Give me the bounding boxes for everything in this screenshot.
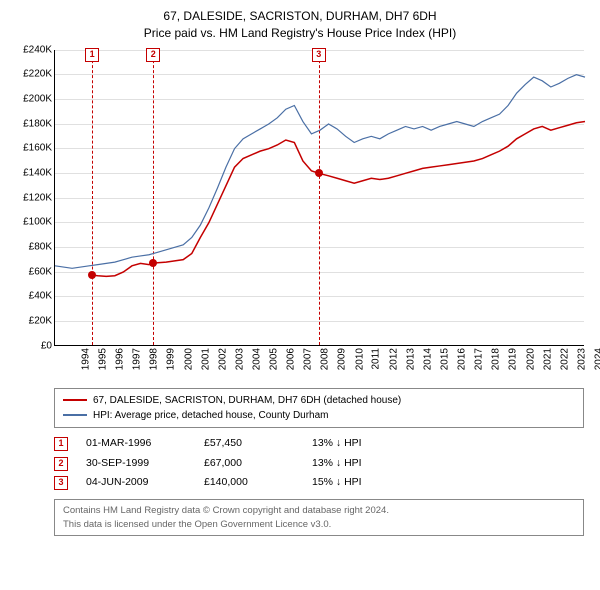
event-marker-2: 2 — [54, 457, 68, 471]
y-axis-label: £60K — [29, 266, 52, 277]
y-axis-label: £120K — [23, 192, 52, 203]
x-axis-label: 2018 — [491, 348, 502, 370]
title-address: 67, DALESIDE, SACRISTON, DURHAM, DH7 6DH — [8, 8, 592, 25]
chart-container: 67, DALESIDE, SACRISTON, DURHAM, DH7 6DH… — [0, 0, 600, 590]
x-axis-label: 2011 — [370, 348, 381, 370]
event-marker-3: 3 — [54, 476, 68, 490]
x-axis-label: 1998 — [149, 348, 160, 370]
x-axis-label: 2006 — [285, 348, 296, 370]
x-axis-label: 1999 — [166, 348, 177, 370]
legend-label-hpi: HPI: Average price, detached house, Coun… — [93, 408, 329, 423]
footer-line2: This data is licensed under the Open Gov… — [63, 518, 575, 531]
event-date: 04-JUN-2009 — [86, 473, 186, 493]
series-line-hpi — [55, 74, 585, 268]
legend: 67, DALESIDE, SACRISTON, DURHAM, DH7 6DH… — [54, 388, 584, 428]
event-marker-1: 1 — [54, 437, 68, 451]
event-price: £140,000 — [204, 473, 294, 493]
event-pct: 13% ↓ HPI — [312, 434, 402, 454]
y-axis-label: £240K — [23, 44, 52, 55]
x-axis-label: 2001 — [200, 348, 211, 370]
x-axis-label: 2024 — [593, 348, 600, 370]
x-axis-label: 2005 — [268, 348, 279, 370]
y-axis-label: £140K — [23, 167, 52, 178]
event-row-2: 2 30-SEP-1999 £67,000 13% ↓ HPI — [54, 454, 584, 474]
title-subtitle: Price paid vs. HM Land Registry's House … — [8, 25, 592, 42]
event-price: £57,450 — [204, 434, 294, 454]
y-axis-label: £220K — [23, 69, 52, 80]
x-axis-label: 2023 — [576, 348, 587, 370]
y-axis-label: £100K — [23, 217, 52, 228]
legend-item-hpi: HPI: Average price, detached house, Coun… — [63, 408, 575, 423]
footer-attribution: Contains HM Land Registry data © Crown c… — [54, 499, 584, 536]
legend-item-property: 67, DALESIDE, SACRISTON, DURHAM, DH7 6DH… — [63, 393, 575, 408]
x-axis-label: 1996 — [114, 348, 125, 370]
x-axis-label: 2012 — [388, 348, 399, 370]
x-axis-label: 2008 — [320, 348, 331, 370]
event-date: 01-MAR-1996 — [86, 434, 186, 454]
event-date: 30-SEP-1999 — [86, 454, 186, 474]
event-price: £67,000 — [204, 454, 294, 474]
event-row-1: 1 01-MAR-1996 £57,450 13% ↓ HPI — [54, 434, 584, 454]
chart-area: 123 £0 £20K £40K £60K £80K £100K £120K £140K £16… — [8, 46, 592, 386]
x-axis-label: 2009 — [337, 348, 348, 370]
y-axis-label: £40K — [29, 291, 52, 302]
x-axis-label: 1997 — [132, 348, 143, 370]
legend-swatch-hpi — [63, 414, 87, 416]
x-axis-label: 2016 — [456, 348, 467, 370]
x-axis-label: 2020 — [525, 348, 536, 370]
x-axis-label: 1994 — [80, 348, 91, 370]
x-axis-label: 2014 — [422, 348, 433, 370]
legend-swatch-property — [63, 399, 87, 401]
legend-label-property: 67, DALESIDE, SACRISTON, DURHAM, DH7 6DH… — [93, 393, 401, 408]
x-axis-label: 2003 — [234, 348, 245, 370]
x-axis-label: 2010 — [354, 348, 365, 370]
y-axis-label: £200K — [23, 93, 52, 104]
x-axis-label: 2017 — [473, 348, 484, 370]
plot-region: 123 — [54, 50, 584, 346]
x-axis-label: 2019 — [508, 348, 519, 370]
x-axis-label: 2000 — [183, 348, 194, 370]
footer-line1: Contains HM Land Registry data © Crown c… — [63, 504, 575, 517]
x-axis-label: 2004 — [251, 348, 262, 370]
x-axis-label: 2021 — [542, 348, 553, 370]
x-axis-label: 2007 — [303, 348, 314, 370]
y-axis-label: £80K — [29, 241, 52, 252]
event-pct: 13% ↓ HPI — [312, 454, 402, 474]
y-axis-label: £180K — [23, 118, 52, 129]
event-row-3: 3 04-JUN-2009 £140,000 15% ↓ HPI — [54, 473, 584, 493]
x-axis-label: 1995 — [97, 348, 108, 370]
x-axis-label: 2002 — [217, 348, 228, 370]
y-axis-label: £160K — [23, 143, 52, 154]
x-axis-label: 2022 — [559, 348, 570, 370]
event-pct: 15% ↓ HPI — [312, 473, 402, 493]
chart-title: 67, DALESIDE, SACRISTON, DURHAM, DH7 6DH… — [8, 8, 592, 42]
y-axis-label: £0 — [41, 340, 52, 351]
series-line-property — [92, 121, 585, 276]
line-series — [55, 50, 584, 345]
event-list: 1 01-MAR-1996 £57,450 13% ↓ HPI 2 30-SEP-1999… — [54, 434, 584, 494]
x-axis-label: 2013 — [405, 348, 416, 370]
y-axis-label: £20K — [29, 315, 52, 326]
x-axis-label: 2015 — [439, 348, 450, 370]
